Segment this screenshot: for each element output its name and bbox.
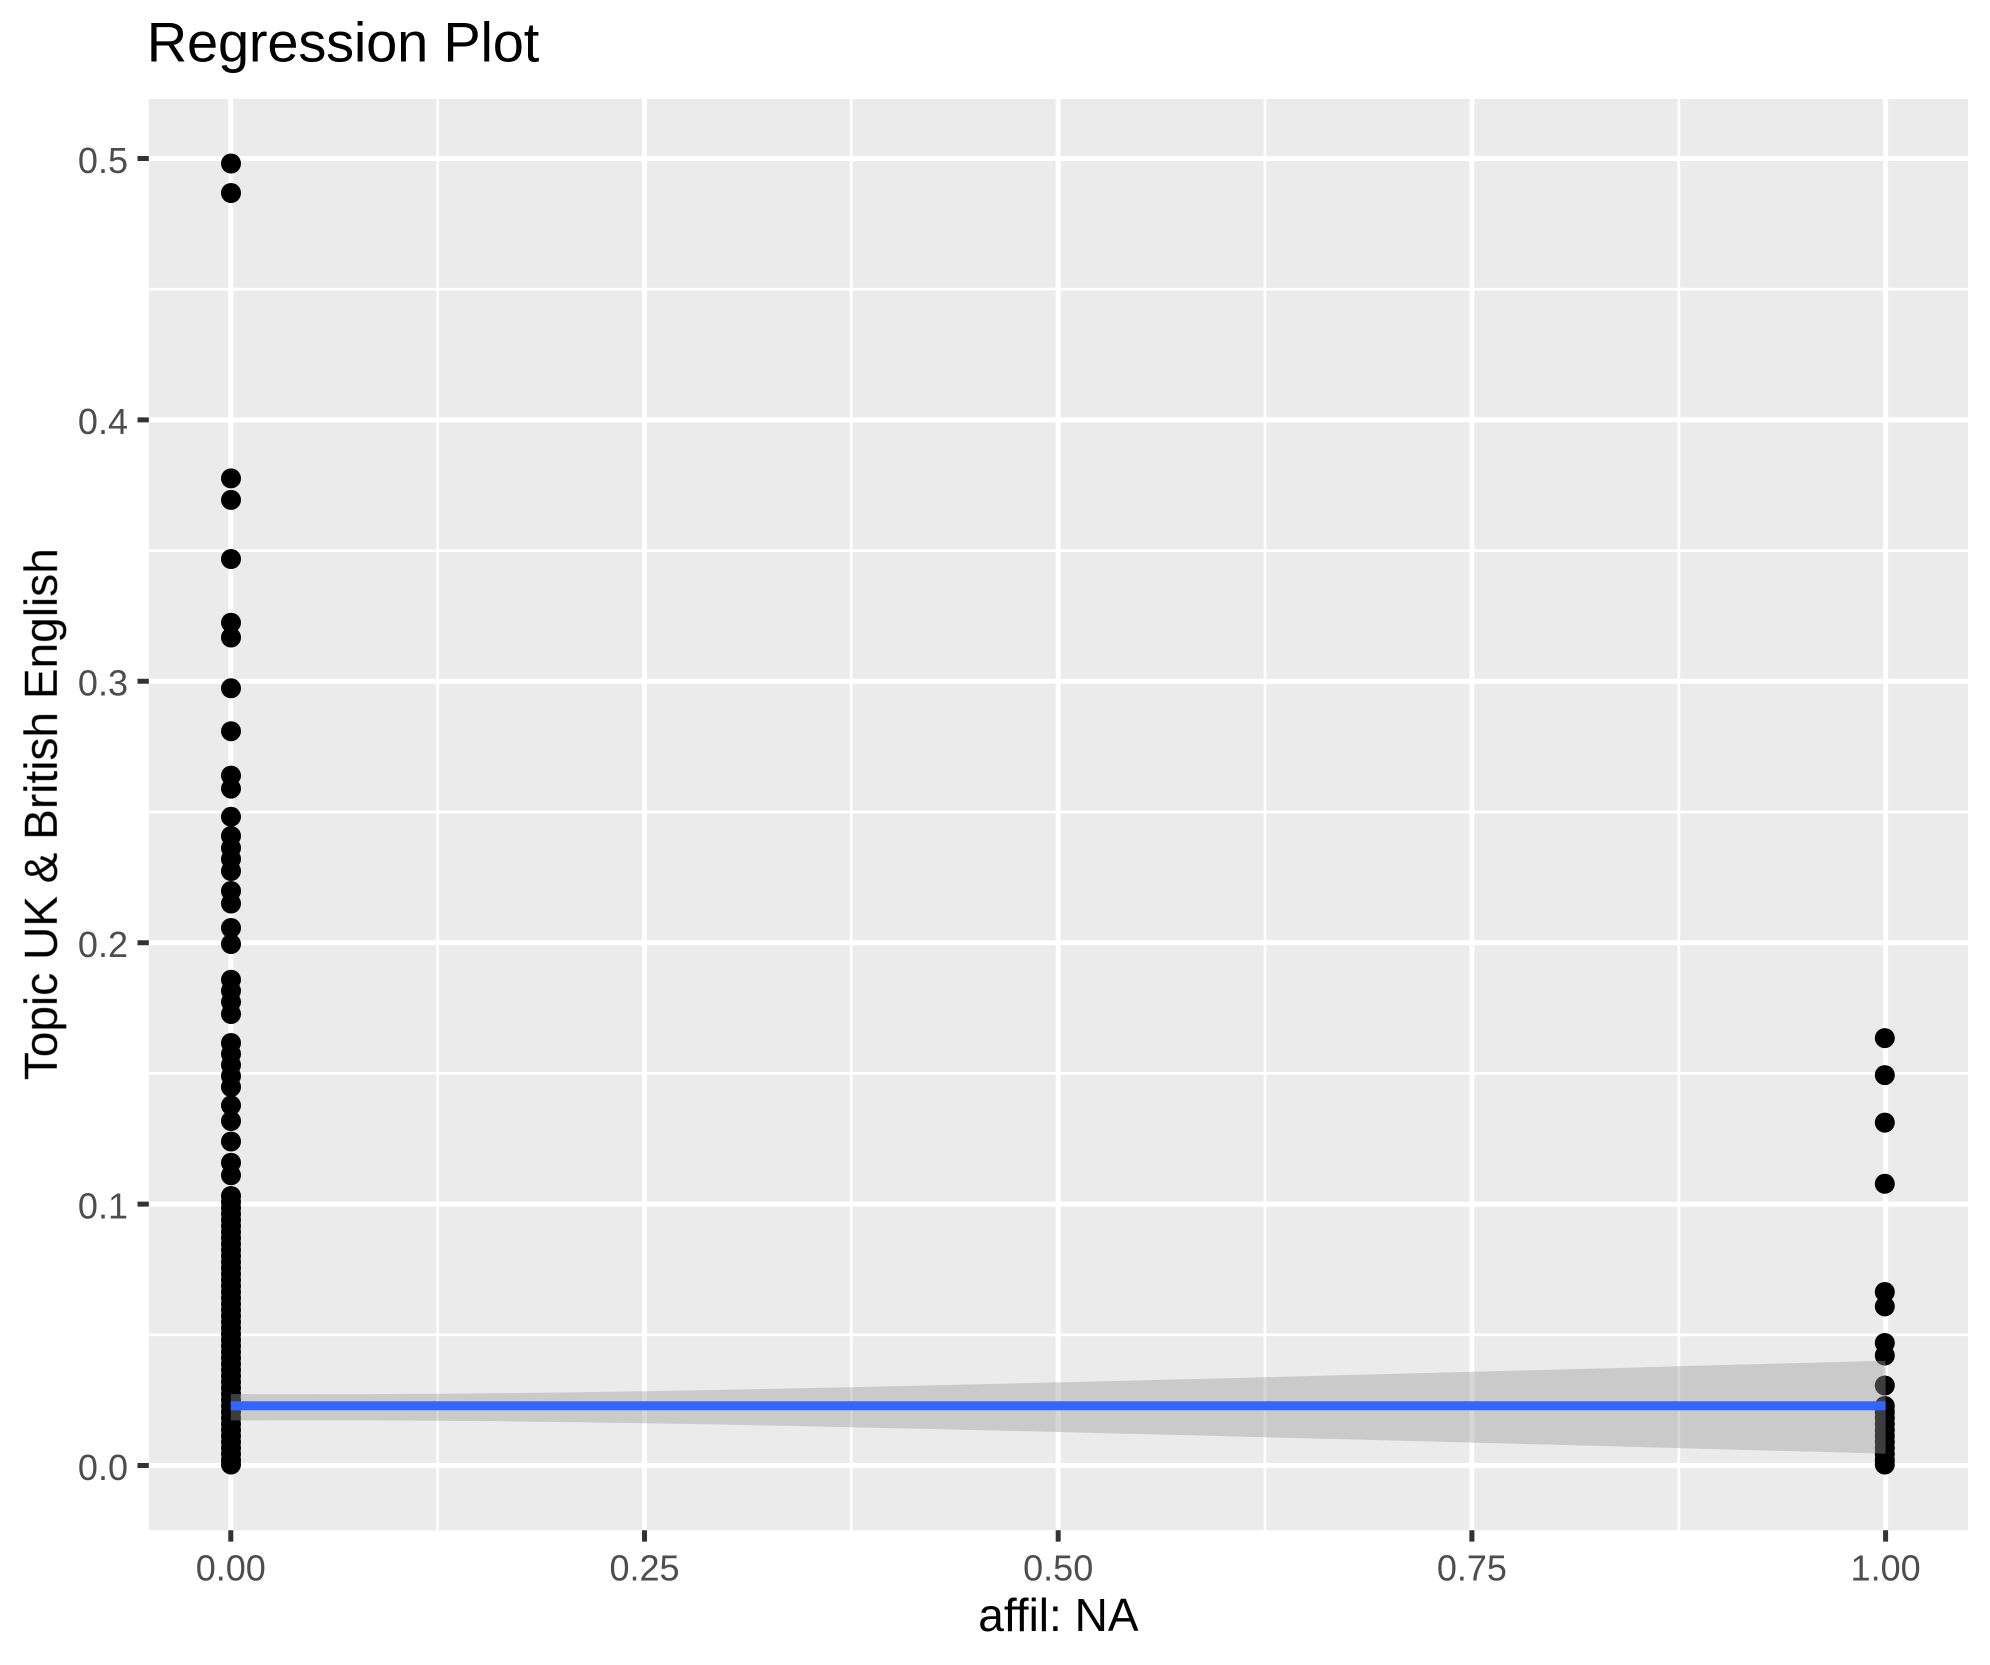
svg-text:0.2: 0.2 (78, 924, 128, 965)
svg-text:0.0: 0.0 (78, 1447, 128, 1488)
svg-text:Regression Plot: Regression Plot (147, 11, 540, 74)
svg-text:Topic UK & British English: Topic UK & British English (15, 548, 67, 1080)
svg-text:0.1: 0.1 (78, 1185, 128, 1226)
svg-text:0.50: 0.50 (1023, 1548, 1093, 1589)
svg-text:affil: NA: affil: NA (978, 1589, 1139, 1641)
svg-text:0.3: 0.3 (78, 663, 128, 704)
svg-text:0.25: 0.25 (609, 1548, 679, 1589)
svg-text:1.00: 1.00 (1851, 1548, 1921, 1589)
svg-text:0.00: 0.00 (196, 1548, 266, 1589)
svg-text:0.75: 0.75 (1437, 1548, 1507, 1589)
svg-text:0.5: 0.5 (78, 140, 128, 181)
svg-text:0.4: 0.4 (78, 401, 128, 442)
